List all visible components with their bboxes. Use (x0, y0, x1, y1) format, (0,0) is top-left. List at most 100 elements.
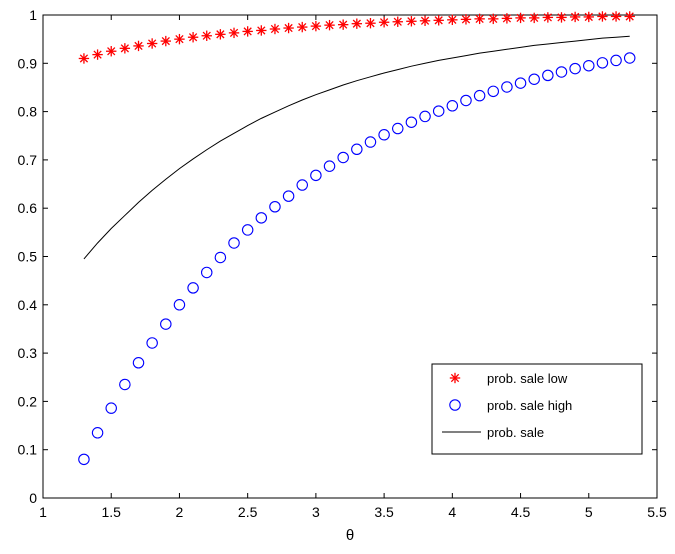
data-point-circle (432, 105, 445, 117)
data-point-circle (610, 54, 622, 67)
data-point-circle (269, 201, 281, 213)
x-tick-label: 2.5 (238, 504, 258, 520)
data-point-asterisk (556, 12, 567, 23)
data-point-circle (91, 427, 104, 439)
data-point-asterisk (269, 23, 281, 35)
data-point-circle (200, 266, 213, 279)
y-tick-label: 0.1 (18, 442, 38, 458)
data-point-asterisk (447, 14, 458, 26)
data-point-asterisk (406, 16, 417, 27)
legend-item: prob. sale low (449, 371, 568, 386)
data-point-asterisk (256, 25, 267, 36)
data-point-circle (132, 357, 145, 369)
x-axis-label: θ (346, 527, 354, 544)
data-point-circle (514, 77, 527, 89)
legend-asterisk-sample (449, 372, 461, 384)
legend-circle-sample (449, 399, 461, 411)
data-point-asterisk (174, 33, 185, 45)
data-point-circle (446, 100, 459, 112)
data-point-asterisk (133, 40, 144, 52)
data-point-asterisk (242, 26, 253, 37)
y-tick-label: 1 (29, 7, 37, 23)
data-point-asterisk (501, 13, 513, 24)
y-tick-label: 0.2 (18, 393, 38, 409)
data-point-circle (282, 190, 295, 202)
y-tick-label: 0.3 (18, 345, 38, 361)
legend-label: prob. sale low (487, 371, 568, 386)
data-point-asterisk (228, 27, 240, 39)
data-point-circle (583, 59, 595, 72)
data-point-circle (323, 160, 336, 172)
data-point-circle (487, 85, 500, 98)
data-point-asterisk (488, 13, 499, 25)
data-point-circle (146, 337, 158, 349)
data-point-asterisk (624, 11, 635, 22)
legend: prob. sale low prob. sale high prob. sale (431, 363, 643, 455)
series-1 (78, 11, 635, 64)
data-point-circle (78, 453, 90, 466)
data-point-circle (296, 179, 308, 191)
axis-ticks: 1 1.5 2 2.5 3 3.5 4 4.5 5 5.5 0 0.1 0.2 0.3 0.4 0.5 0.6 0… (18, 7, 667, 520)
data-point-asterisk (187, 32, 199, 43)
data-point-asterisk (419, 15, 431, 26)
data-point-circle (473, 89, 486, 102)
data-point-circle (460, 94, 472, 107)
x-tick-label: 1 (39, 504, 47, 520)
data-point-circle (392, 122, 404, 135)
y-tick-label: 0 (29, 490, 37, 506)
x-tick-label: 4 (448, 504, 456, 520)
series-3 (83, 35, 630, 260)
data-point-asterisk (433, 15, 444, 26)
data-point-circle (160, 318, 172, 330)
data-point-asterisk (297, 21, 308, 33)
data-point-asterisk (283, 22, 294, 34)
data-point-circle (542, 69, 554, 82)
x-tick-label: 1.5 (101, 504, 121, 520)
legend-item: prob. sale (442, 425, 544, 440)
series-layer (78, 11, 636, 466)
data-point-asterisk (610, 11, 622, 22)
data-point-asterisk (392, 16, 403, 27)
data-point-asterisk (474, 13, 485, 25)
data-point-circle (501, 81, 513, 93)
data-point-asterisk (351, 18, 363, 29)
legend-label: prob. sale high (487, 398, 572, 413)
data-point-circle (569, 62, 581, 75)
data-point-circle (255, 212, 268, 224)
data-point-asterisk (146, 38, 158, 49)
data-point-circle (351, 143, 363, 156)
data-point-asterisk (597, 11, 608, 22)
data-point-asterisk (201, 30, 212, 41)
data-point-circle (419, 110, 431, 123)
legend-item: prob. sale high (449, 398, 572, 413)
data-point-asterisk (119, 43, 131, 54)
data-point-asterisk (542, 12, 554, 23)
x-tick-label: 2 (176, 504, 184, 520)
data-point-asterisk (160, 35, 171, 47)
data-point-circle (528, 73, 540, 85)
x-tick-label: 5 (585, 504, 593, 520)
data-point-asterisk (92, 49, 103, 60)
y-tick-label: 0.6 (18, 200, 38, 216)
data-point-circle (623, 52, 636, 64)
data-point-circle (228, 237, 240, 249)
y-tick-label: 0.7 (18, 152, 38, 168)
data-point-asterisk (324, 19, 335, 31)
data-point-asterisk (569, 11, 581, 23)
x-tick-label: 5.5 (647, 504, 667, 520)
data-point-circle (596, 57, 609, 69)
data-point-asterisk (365, 18, 376, 29)
y-tick-label: 0.8 (18, 104, 38, 120)
y-tick-label: 0.5 (18, 249, 38, 265)
x-tick-label: 4.5 (511, 504, 531, 520)
y-tick-label: 0.9 (18, 55, 38, 71)
data-point-circle (187, 282, 199, 294)
series-2 (78, 52, 636, 466)
legend-box (431, 363, 643, 455)
data-point-circle (214, 251, 227, 264)
x-tick-label: 3 (312, 504, 320, 520)
data-point-circle (337, 151, 349, 164)
data-point-circle (241, 224, 254, 236)
data-point-circle (119, 378, 131, 391)
